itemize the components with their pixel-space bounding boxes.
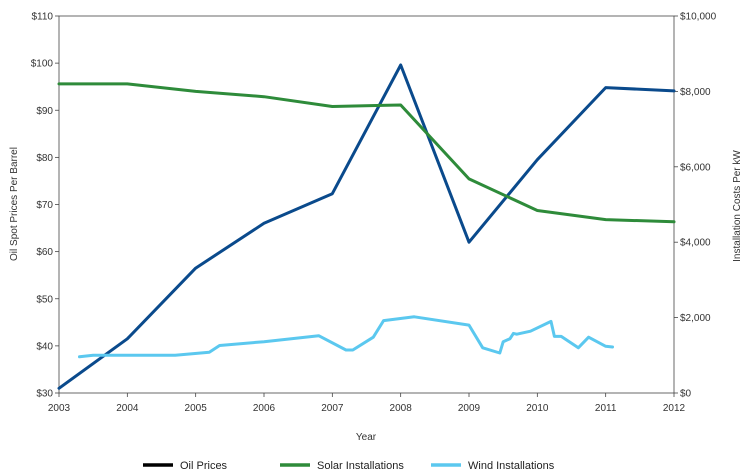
legend-label-solar-installations: Solar Installations <box>317 460 404 472</box>
x-tick-label: 2009 <box>458 403 481 414</box>
y-left-tick-label: $110 <box>31 12 53 23</box>
x-tick-label: 2010 <box>526 403 549 414</box>
y-right-tick-label: $10,000 <box>680 12 717 23</box>
solar-installations-line <box>57 82 676 224</box>
x-axis-title: Year <box>356 432 377 443</box>
y-right-tick-label: $4,000 <box>680 238 711 249</box>
y-left-tick-label: $90 <box>36 106 53 117</box>
y-left-tick-label: $70 <box>36 200 53 211</box>
y-right-tick-label: $2,000 <box>680 313 711 324</box>
y-right-axis-title: Installation Costs Per kW <box>732 150 743 262</box>
x-tick-label: 2005 <box>185 403 208 414</box>
y-left-tick-label: $40 <box>36 341 53 352</box>
plot-area <box>58 15 675 394</box>
legend: Oil Prices Solar Installations Wind Instal… <box>143 460 555 472</box>
x-tick-label: 2003 <box>48 403 71 414</box>
y-left-tick-label: $100 <box>31 59 54 70</box>
x-axis: 2003 2004 2005 2006 2007 2008 2009 2010 2011 2012 <box>48 393 686 414</box>
y-left-axis: $30 $40 $50 $60 $70 $80 $90 $100 $110 <box>31 12 59 400</box>
x-tick-label: 2007 <box>321 403 344 414</box>
legend-label-wind-installations: Wind Installations <box>468 460 555 472</box>
x-tick-label: 2012 <box>663 403 686 414</box>
y-left-axis-title: Oil Spot Prices Per Barrel <box>9 147 20 261</box>
y-left-tick-label: $50 <box>36 294 53 305</box>
series-layer <box>57 63 676 390</box>
y-left-tick-label: $80 <box>36 153 53 164</box>
y-left-tick-label: $60 <box>36 247 53 258</box>
legend-label-oil-prices: Oil Prices <box>180 460 228 472</box>
y-right-tick-label: $8,000 <box>680 87 711 98</box>
x-tick-label: 2006 <box>253 403 276 414</box>
x-tick-label: 2004 <box>116 403 139 414</box>
x-tick-label: 2011 <box>595 403 617 414</box>
y-right-axis: $0 $2,000 $4,000 $6,000 $8,000 $10,000 <box>674 12 717 400</box>
oil-prices-line <box>57 63 676 390</box>
y-right-tick-label: $6,000 <box>680 162 711 173</box>
x-tick-label: 2008 <box>390 403 413 414</box>
y-right-tick-label: $0 <box>680 389 692 400</box>
y-left-tick-label: $30 <box>36 389 53 400</box>
wind-installations-line <box>78 315 614 359</box>
